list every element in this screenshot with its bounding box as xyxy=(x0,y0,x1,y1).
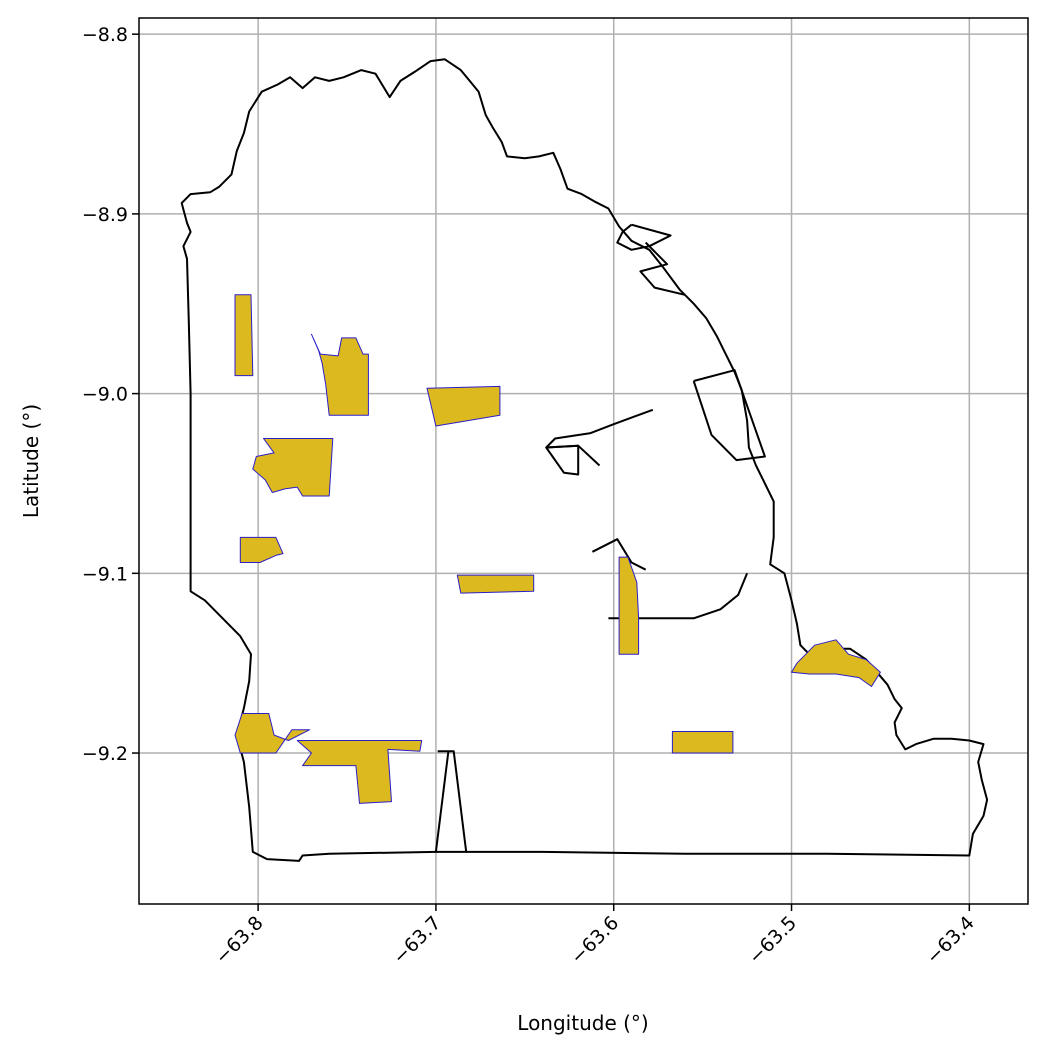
plot-frame xyxy=(138,17,1029,905)
y-tick-label: −8.8 xyxy=(82,24,128,46)
x-tick-label: −63.7 xyxy=(389,912,446,969)
inner-boundary-line xyxy=(591,538,647,571)
inner-boundary-line xyxy=(639,241,686,296)
highlighted-area xyxy=(296,740,423,804)
y-axis-title: Latitude (°) xyxy=(19,404,43,518)
inner-boundary-line xyxy=(545,444,580,476)
inner-boundary-line xyxy=(434,751,450,853)
highlighted-area xyxy=(234,713,311,754)
x-tick-label: −63.6 xyxy=(567,912,624,969)
x-axis-title: Longitude (°) xyxy=(517,1011,648,1035)
inner-boundary-line xyxy=(437,750,468,853)
highlighted-area xyxy=(252,438,334,497)
highlighted-area xyxy=(618,556,640,655)
boundary-outline xyxy=(180,58,989,862)
x-tick-label: −63.5 xyxy=(744,912,801,969)
highlighted-area xyxy=(234,294,254,377)
y-tick-label: −8.9 xyxy=(82,204,128,226)
highlighted-area xyxy=(239,536,284,563)
highlighted-area xyxy=(791,639,881,687)
y-tick-label: −9.0 xyxy=(82,384,128,406)
x-tick-label: −63.4 xyxy=(922,912,979,969)
highlighted-area xyxy=(311,333,369,416)
y-tick-label: −9.1 xyxy=(82,563,128,585)
highlighted-areas xyxy=(234,294,881,804)
inner-boundary-line xyxy=(616,223,672,251)
highlighted-area xyxy=(426,385,501,427)
inner-boundary-line xyxy=(545,408,654,467)
x-tick-label: −63.8 xyxy=(211,912,268,969)
highlighted-area xyxy=(456,574,535,594)
inner-boundary-line xyxy=(692,369,766,462)
y-tick-label: −9.2 xyxy=(82,743,128,765)
grid-lines xyxy=(139,18,1028,904)
y-axis-ticks: −8.8 −8.9 −9.0 −9.1 −9.2 xyxy=(82,24,139,765)
municipality-boundaries xyxy=(180,58,989,862)
highlighted-area xyxy=(671,731,734,754)
x-axis-ticks: −63.8 −63.7 −63.6 −63.5 −63.4 xyxy=(211,904,979,969)
